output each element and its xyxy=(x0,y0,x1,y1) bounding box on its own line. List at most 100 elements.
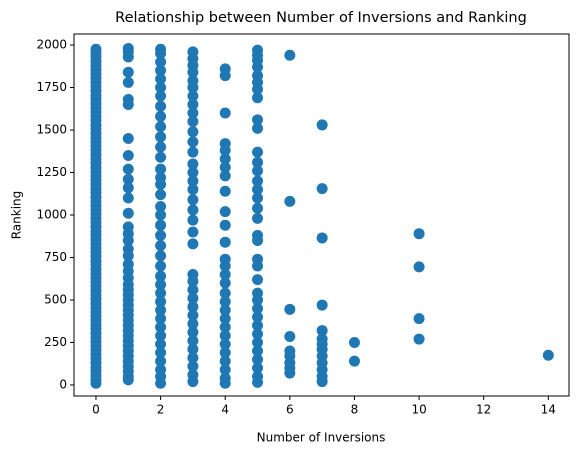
point xyxy=(542,349,554,361)
point xyxy=(316,299,328,311)
point xyxy=(155,163,167,175)
point xyxy=(187,284,199,296)
point xyxy=(155,313,167,325)
point xyxy=(219,268,231,280)
point xyxy=(252,319,264,331)
point xyxy=(155,250,167,262)
point xyxy=(90,43,102,55)
point xyxy=(219,170,231,182)
point xyxy=(252,61,264,73)
point xyxy=(187,204,199,216)
point xyxy=(252,311,264,323)
chart-title: Relationship between Number of Inversion… xyxy=(115,10,527,26)
y-tick-label: 1500 xyxy=(36,123,67,137)
point xyxy=(316,376,328,388)
point xyxy=(155,82,167,94)
point xyxy=(413,228,425,240)
point xyxy=(316,183,328,195)
point xyxy=(219,185,231,197)
point xyxy=(155,48,167,60)
point xyxy=(155,56,167,68)
point xyxy=(187,326,199,338)
point xyxy=(252,83,264,95)
point xyxy=(413,313,425,325)
point xyxy=(122,51,134,63)
point xyxy=(155,321,167,333)
point xyxy=(187,107,199,119)
point xyxy=(284,331,296,343)
y-tick-label: 2000 xyxy=(36,38,67,52)
point xyxy=(219,219,231,231)
point xyxy=(155,100,167,112)
point xyxy=(316,119,328,131)
point xyxy=(155,260,167,272)
point xyxy=(219,161,231,173)
point xyxy=(122,133,134,145)
x-tick-label: 8 xyxy=(351,403,359,417)
point xyxy=(187,116,199,128)
point xyxy=(219,277,231,289)
point xyxy=(187,158,199,170)
y-tick-label: 1750 xyxy=(36,80,67,94)
point xyxy=(187,376,199,388)
point xyxy=(219,236,231,248)
point xyxy=(155,338,167,350)
point xyxy=(252,156,264,168)
point xyxy=(155,296,167,308)
point xyxy=(187,238,199,250)
point xyxy=(252,336,264,348)
point xyxy=(219,364,231,376)
point xyxy=(187,146,199,158)
point xyxy=(348,355,360,367)
point xyxy=(187,167,199,179)
point xyxy=(252,274,264,286)
point xyxy=(252,212,264,224)
point xyxy=(155,219,167,231)
point xyxy=(155,347,167,359)
point xyxy=(122,150,134,162)
point xyxy=(252,184,264,196)
point xyxy=(252,202,264,214)
point xyxy=(284,49,296,61)
point xyxy=(252,362,264,374)
point xyxy=(187,335,199,347)
x-tick-label: 12 xyxy=(476,403,491,417)
point xyxy=(122,234,134,246)
point xyxy=(155,201,167,213)
y-tick-label: 750 xyxy=(44,250,67,264)
point xyxy=(187,90,199,102)
point xyxy=(219,144,231,156)
point xyxy=(155,279,167,291)
point xyxy=(187,275,199,287)
point xyxy=(187,318,199,330)
point xyxy=(284,195,296,207)
y-axis-label: Ranking xyxy=(10,191,24,240)
point xyxy=(219,313,231,325)
point xyxy=(122,173,134,185)
point xyxy=(219,338,231,350)
x-tick-label: 2 xyxy=(157,403,165,417)
point xyxy=(122,76,134,88)
y-tick-label: 1250 xyxy=(36,165,67,179)
x-tick-label: 0 xyxy=(92,403,100,417)
point xyxy=(155,209,167,221)
point xyxy=(122,374,134,386)
x-tick-label: 6 xyxy=(286,403,294,417)
point xyxy=(219,330,231,342)
plot-frame xyxy=(73,33,570,397)
point xyxy=(252,376,264,388)
point xyxy=(316,232,328,244)
point xyxy=(187,301,199,313)
point xyxy=(187,309,199,321)
point xyxy=(219,70,231,82)
point xyxy=(252,302,264,314)
point xyxy=(316,325,328,337)
point xyxy=(187,360,199,372)
point xyxy=(252,192,264,204)
point xyxy=(252,146,264,158)
point xyxy=(155,131,167,143)
point xyxy=(284,303,296,315)
point xyxy=(155,330,167,342)
point xyxy=(219,321,231,333)
point xyxy=(155,121,167,133)
